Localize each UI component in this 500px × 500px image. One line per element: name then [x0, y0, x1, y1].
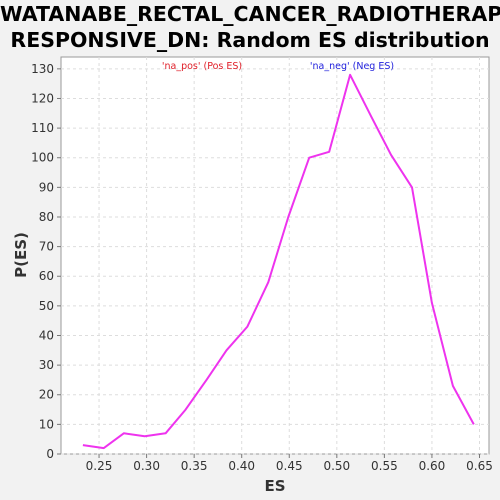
- chart-title-line-1: WATANABE_RECTAL_CANCER_RADIOTHERAPY_: [0, 2, 500, 26]
- legend-pos-label: 'na_pos' (Pos ES): [162, 61, 242, 72]
- axes: [57, 68, 480, 458]
- x-tick-label: 0.40: [228, 459, 255, 473]
- y-tick-label: 100: [31, 151, 54, 165]
- x-tick-label: 0.50: [323, 459, 350, 473]
- y-tick-label: 50: [39, 299, 54, 313]
- y-tick-label: 40: [39, 328, 54, 342]
- y-tick-label: 90: [39, 180, 54, 194]
- x-axis-title: ES: [264, 477, 285, 495]
- y-tick-label: 30: [39, 358, 54, 372]
- x-tick-label: 0.55: [371, 459, 398, 473]
- x-tick-label: 0.65: [466, 459, 493, 473]
- y-tick-label: 0: [46, 447, 54, 461]
- tick-labels: 0.25 0.30 0.35 0.40 0.45 0.50 0.55 0.60 0.65 0 10 2…: [31, 62, 493, 473]
- y-tick-label: 110: [31, 121, 54, 135]
- y-axis-title: P(ES): [12, 232, 30, 278]
- series-lines: [82, 73, 475, 450]
- x-tick-label: 0.25: [86, 459, 113, 473]
- y-tick-label: 60: [39, 269, 54, 283]
- plot-area: [60, 56, 490, 455]
- chart-title-line-2: RESPONSIVE_DN: Random ES distribution: [10, 28, 490, 52]
- x-tick-label: 0.45: [276, 459, 303, 473]
- y-tick-label: 20: [39, 388, 54, 402]
- y-tick-label: 80: [39, 210, 54, 224]
- x-tick-label: 0.35: [181, 459, 208, 473]
- y-tick-label: 10: [39, 417, 54, 431]
- legend-neg-label: 'na_neg' (Neg ES): [310, 61, 394, 72]
- y-tick-label: 130: [31, 62, 54, 76]
- y-tick-label: 70: [39, 240, 54, 254]
- x-tick-label: 0.60: [419, 459, 446, 473]
- y-tick-label: 120: [31, 91, 54, 105]
- series-line: [82, 73, 475, 450]
- x-tick-label: 0.30: [133, 459, 160, 473]
